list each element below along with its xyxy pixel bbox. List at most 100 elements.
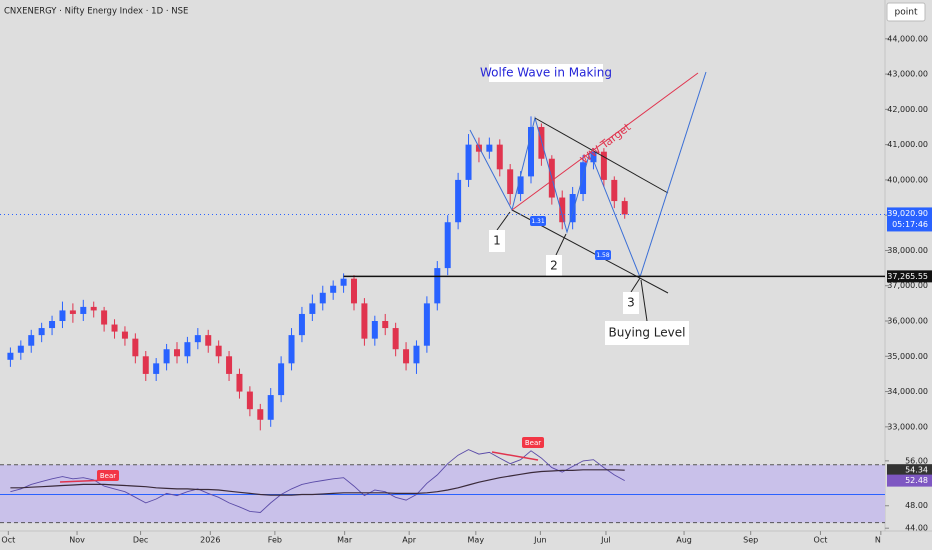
candle-body — [205, 335, 212, 346]
x-tick-label: Sep — [743, 536, 758, 545]
candle-body — [246, 391, 253, 410]
candle-body — [38, 328, 45, 336]
rsi-band — [0, 464, 885, 523]
target-line — [511, 72, 699, 211]
level-label: 37,265.55 — [887, 272, 928, 281]
signal-badge — [97, 470, 119, 481]
candle-body — [340, 278, 347, 286]
wave-line — [469, 116, 641, 278]
x-tick-label: Apr — [402, 536, 417, 545]
candle-body — [215, 345, 222, 357]
candle-body — [361, 303, 368, 339]
candle-body — [569, 194, 576, 223]
ratio-label: 1.31 — [531, 218, 545, 225]
rsi-tick-label: 56.00 — [905, 456, 928, 465]
candle-body — [132, 338, 139, 357]
point-label: 2 — [550, 259, 558, 273]
rsi-value-badge — [887, 464, 932, 477]
candle-body — [194, 335, 201, 343]
candle-body — [28, 335, 35, 346]
candle-body — [309, 303, 316, 314]
pointer — [640, 279, 648, 322]
candle-body — [382, 321, 389, 329]
y-tick-label: 42,000.00 — [887, 105, 928, 114]
candle-body — [621, 201, 628, 215]
projection-line — [639, 71, 707, 278]
candle-body — [49, 321, 56, 329]
signal-label: Bear — [525, 439, 541, 447]
candle-body — [507, 169, 514, 195]
buy-label: Buying Level — [609, 326, 686, 340]
candle-body — [278, 363, 285, 396]
x-tick-label: Aug — [676, 536, 692, 545]
level-badge — [887, 270, 932, 283]
unit-label[interactable]: point — [895, 8, 918, 18]
candle-body — [475, 144, 482, 152]
y-tick-label: 33,000.00 — [887, 422, 928, 431]
x-tick-label: May — [468, 536, 485, 545]
x-tick-label: Jul — [600, 536, 611, 545]
x-tick-label: Oct — [814, 536, 828, 545]
countdown-label: 05:17:46 — [892, 220, 928, 229]
y-tick-label: 40,000.00 — [887, 175, 928, 184]
candle-body — [163, 349, 170, 364]
x-tick-label: 2026 — [200, 536, 220, 545]
candle-body — [59, 310, 66, 322]
candle-body — [600, 151, 607, 180]
point-label: 1 — [493, 234, 501, 248]
candle-body — [7, 352, 14, 360]
chart-title: CNXENERGY · Nifty Energy Index · 1D · NS… — [4, 7, 188, 17]
y-tick-label: 34,000.00 — [887, 387, 928, 396]
pointer — [496, 211, 511, 231]
candle-body — [517, 176, 524, 195]
candle-body — [236, 373, 243, 392]
x-tick-label: N — [875, 536, 881, 545]
candle-body — [486, 144, 493, 152]
ratio-badge — [595, 250, 611, 260]
candle-body — [142, 356, 149, 374]
candle-body — [455, 179, 462, 223]
candle-body — [17, 345, 24, 353]
candle-body — [392, 328, 399, 350]
y-tick-label: 38,000.00 — [887, 246, 928, 255]
signal-badge — [522, 437, 544, 448]
candle-body — [423, 303, 430, 346]
point-label: 3 — [627, 296, 635, 310]
candle-body — [153, 363, 160, 374]
rsi-values-line — [10, 449, 625, 513]
pattern-box — [489, 64, 603, 82]
candle-body — [288, 335, 295, 364]
last-price-label: 39,020.90 — [887, 209, 928, 218]
candle-body — [319, 292, 326, 304]
buy-box — [605, 321, 689, 345]
last-price-badge — [887, 207, 932, 232]
rsi-ma-line — [10, 469, 625, 496]
y-tick-label: 36,000.00 — [887, 317, 928, 326]
upper-trendline — [534, 117, 669, 194]
candle-body — [330, 285, 337, 293]
candle-body — [174, 349, 180, 357]
unit-box[interactable] — [886, 2, 926, 22]
candle-body — [403, 349, 410, 364]
pointer — [630, 277, 641, 293]
candle-body — [538, 126, 545, 159]
candle-body — [413, 345, 420, 364]
rsi-value-label: 52.48 — [905, 476, 928, 485]
rsi-value-badge — [887, 474, 932, 487]
y-tick-label: 35,000.00 — [887, 352, 928, 361]
candle-body — [90, 306, 97, 311]
x-tick-label: Jun — [533, 536, 547, 545]
candle-body — [611, 179, 618, 202]
candle-body — [528, 126, 534, 177]
candle-body — [111, 324, 118, 332]
candle-body — [559, 197, 566, 223]
point-box — [546, 255, 562, 277]
candle-body — [267, 395, 274, 420]
ratio-label: 1.58 — [596, 252, 610, 259]
rsi-value-label: 54.34 — [905, 466, 928, 475]
candle-body — [465, 144, 472, 180]
y-tick-label: 43,000.00 — [887, 70, 928, 79]
y-tick-label: 37,000.00 — [887, 281, 928, 290]
